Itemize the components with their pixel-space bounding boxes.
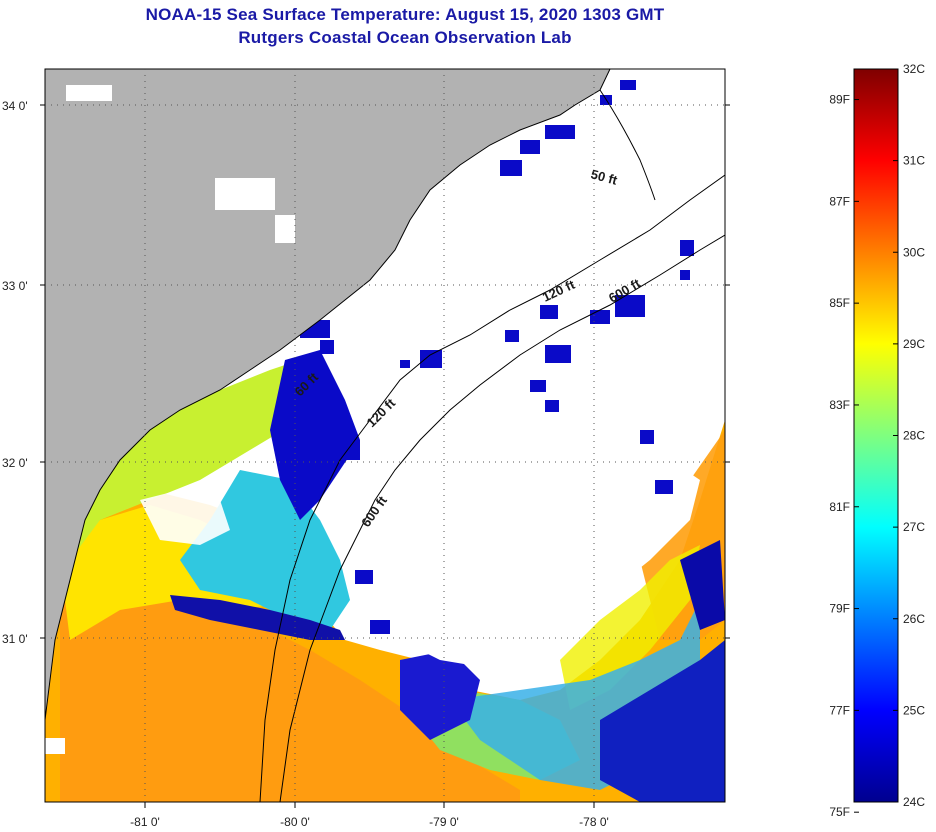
lat-label-32: 32 0' [2,456,28,470]
colorbar-fahrenheit-label: 77F [829,703,850,717]
colorbar-celsius-label: 24C [903,795,925,809]
contour-label-50ft: 50 ft [589,166,619,188]
map-frame [44,68,726,803]
colorbar-fahrenheit-label: 81F [829,500,850,514]
lon-label-78: -78 0' [579,815,609,829]
colorbar-celsius-label: 28C [903,429,925,443]
cold-patch-southeast [600,640,725,802]
map-subtitle: Rutgers Coastal Ocean Observation Lab [238,28,572,47]
colorbar-celsius-label: 29C [903,337,925,351]
lon-label-81: -81 0' [130,815,160,829]
contour-50ft [599,89,656,201]
colorbar-celsius-label: 26C [903,612,925,626]
lon-label-80: -80 0' [280,815,310,829]
colorbar-celsius-label: 31C [903,154,925,168]
colorbar-celsius-label: 27C [903,520,925,534]
colorbar-celsius-label: 25C [903,703,925,717]
warm-water-core [60,580,520,802]
colorbar-fahrenheit-label: 87F [829,194,850,208]
colorbar-celsius-labels: 32C 31C 30C 29C 28C 27C 26C 25C 24C [893,62,925,809]
colorbar-fahrenheit-label: 79F [829,602,850,616]
land-cloud-patches [45,85,295,754]
green-coastal-strip [60,360,300,560]
graticule [45,69,725,802]
colorbar-celsius-label: 32C [903,62,925,76]
lat-label-33: 33 0' [2,279,28,293]
colorbar-fahrenheit-label: 83F [829,398,850,412]
colorbar-celsius-label: 30C [903,245,925,259]
coastline [45,69,611,721]
colorbar-fahrenheit-label: 89F [829,93,850,107]
yellow-east-band [560,545,700,710]
contour-600ft [279,234,725,802]
map-field: 50 ft 120 ft 120 ft 600 ft 600 ft 60 ft [45,69,725,802]
colorbar-fahrenheit-label: 75F [829,805,850,819]
colorbar-scale [853,68,899,803]
lat-label-31: 31 0' [2,632,28,646]
lon-label-79: -79 0' [429,815,459,829]
cold-plume-north [270,350,360,520]
colorbar-fahrenheit-labels: 89F 87F 85F 83F 81F 79F 77F 75F [829,93,859,819]
cold-plume-band [170,595,345,640]
tick-marks [40,104,730,808]
cloud-patch-center [345,420,700,670]
cold-patch-south [400,650,480,740]
colorbar-fahrenheit-label: 85F [829,296,850,310]
land-mass [45,69,610,720]
map-title: NOAA-15 Sea Surface Temperature: August … [145,5,665,24]
cold-flecks [300,80,694,634]
cold-patch-east [680,540,725,630]
cloud-patch-nearshore [140,490,230,545]
lat-label-34: 34 0' [2,99,28,113]
contour-120ft [259,174,725,802]
